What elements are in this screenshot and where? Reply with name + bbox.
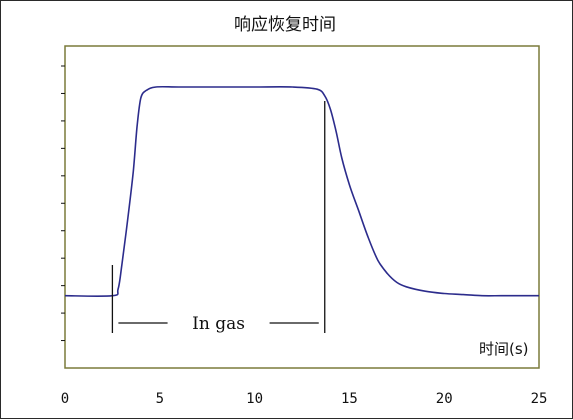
plot-area: [64, 45, 540, 369]
x-tick-label: 15: [341, 391, 358, 407]
x-axis-label: 时间(s): [479, 340, 529, 358]
in-gas-label: In gas: [192, 314, 245, 334]
x-tick-label: 5: [156, 391, 164, 407]
x-tick-label: 20: [436, 391, 453, 407]
in-gas-annotation: In gas: [111, 101, 326, 334]
chart-title: 响应恢复时间: [234, 15, 336, 35]
x-tick-label: 0: [61, 391, 69, 407]
x-tick-label: 10: [246, 391, 263, 407]
x-tick-label: 25: [531, 391, 548, 407]
y-axis-ticks: [61, 65, 65, 342]
x-axis-ticks: 0 5 10 15 20 25: [61, 391, 548, 407]
series-line-response: [64, 85, 539, 297]
